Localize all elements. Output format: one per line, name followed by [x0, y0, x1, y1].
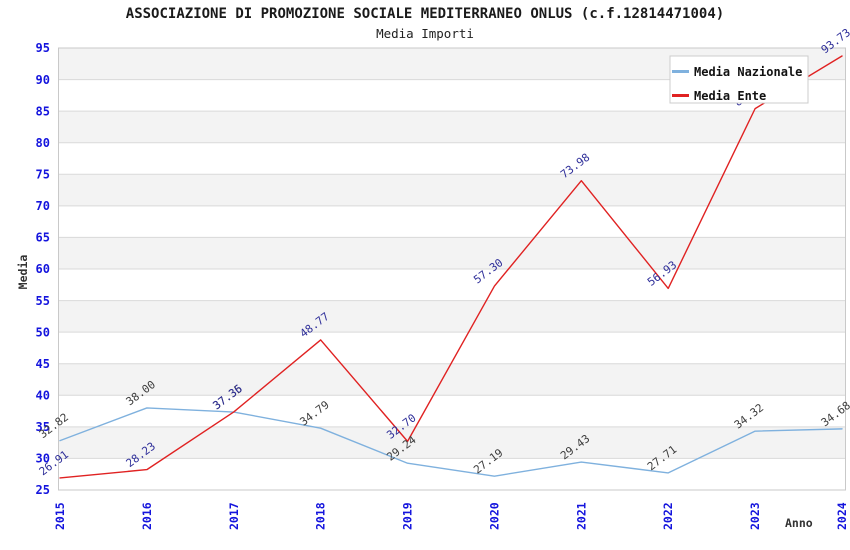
y-tick-label: 65: [36, 231, 50, 245]
x-tick-label: 2016: [140, 502, 154, 530]
y-tick-label: 40: [36, 388, 50, 402]
y-axis-title: Media: [16, 255, 30, 290]
x-tick-label: 2015: [53, 502, 67, 530]
y-tick-label: 50: [36, 325, 50, 339]
x-tick-label: 2022: [661, 502, 675, 530]
plot-band: [58, 300, 846, 333]
y-tick-label: 70: [36, 199, 50, 213]
x-tick-label: 2019: [401, 502, 415, 530]
y-tick-label: 60: [36, 262, 50, 276]
x-axis-title: Anno: [785, 516, 813, 530]
y-tick-label: 35: [36, 420, 50, 434]
y-tick-label: 45: [36, 357, 50, 371]
y-tick-label: 75: [36, 167, 50, 181]
chart-subtitle: Media Importi: [376, 26, 474, 41]
y-tick-label: 25: [36, 483, 50, 497]
plot-band: [58, 111, 846, 143]
legend-item-label: Media Ente: [694, 89, 766, 103]
x-tick-label: 2017: [227, 502, 241, 530]
legend-box: [669, 55, 809, 104]
x-tick-label: 2018: [314, 502, 328, 530]
x-tick-label: 2020: [487, 502, 501, 530]
y-tick-label: 85: [36, 104, 50, 118]
y-tick-label: 90: [36, 73, 50, 87]
data-label: 34.79: [297, 398, 331, 428]
plot-band: [58, 363, 846, 396]
plot-band: [58, 237, 846, 269]
plot-band: [58, 174, 846, 206]
y-tick-label: 55: [36, 294, 50, 308]
series-line-media-ente: [59, 55, 843, 479]
x-tick-label: 2023: [748, 502, 762, 530]
plot-band: [58, 426, 846, 459]
series-line-media-nazionale: [59, 407, 843, 477]
y-tick-label: 80: [36, 136, 50, 150]
legend-item-label: Media Nazionale: [694, 65, 802, 79]
x-tick-label: 2024: [835, 502, 849, 530]
y-tick-label: 30: [36, 452, 50, 466]
plot-border: [58, 47, 846, 491]
y-tick-label: 95: [36, 41, 50, 55]
x-tick-label: 2021: [574, 502, 588, 530]
chart-title: ASSOCIAZIONE DI PROMOZIONE SOCIALE MEDIT…: [125, 6, 725, 22]
